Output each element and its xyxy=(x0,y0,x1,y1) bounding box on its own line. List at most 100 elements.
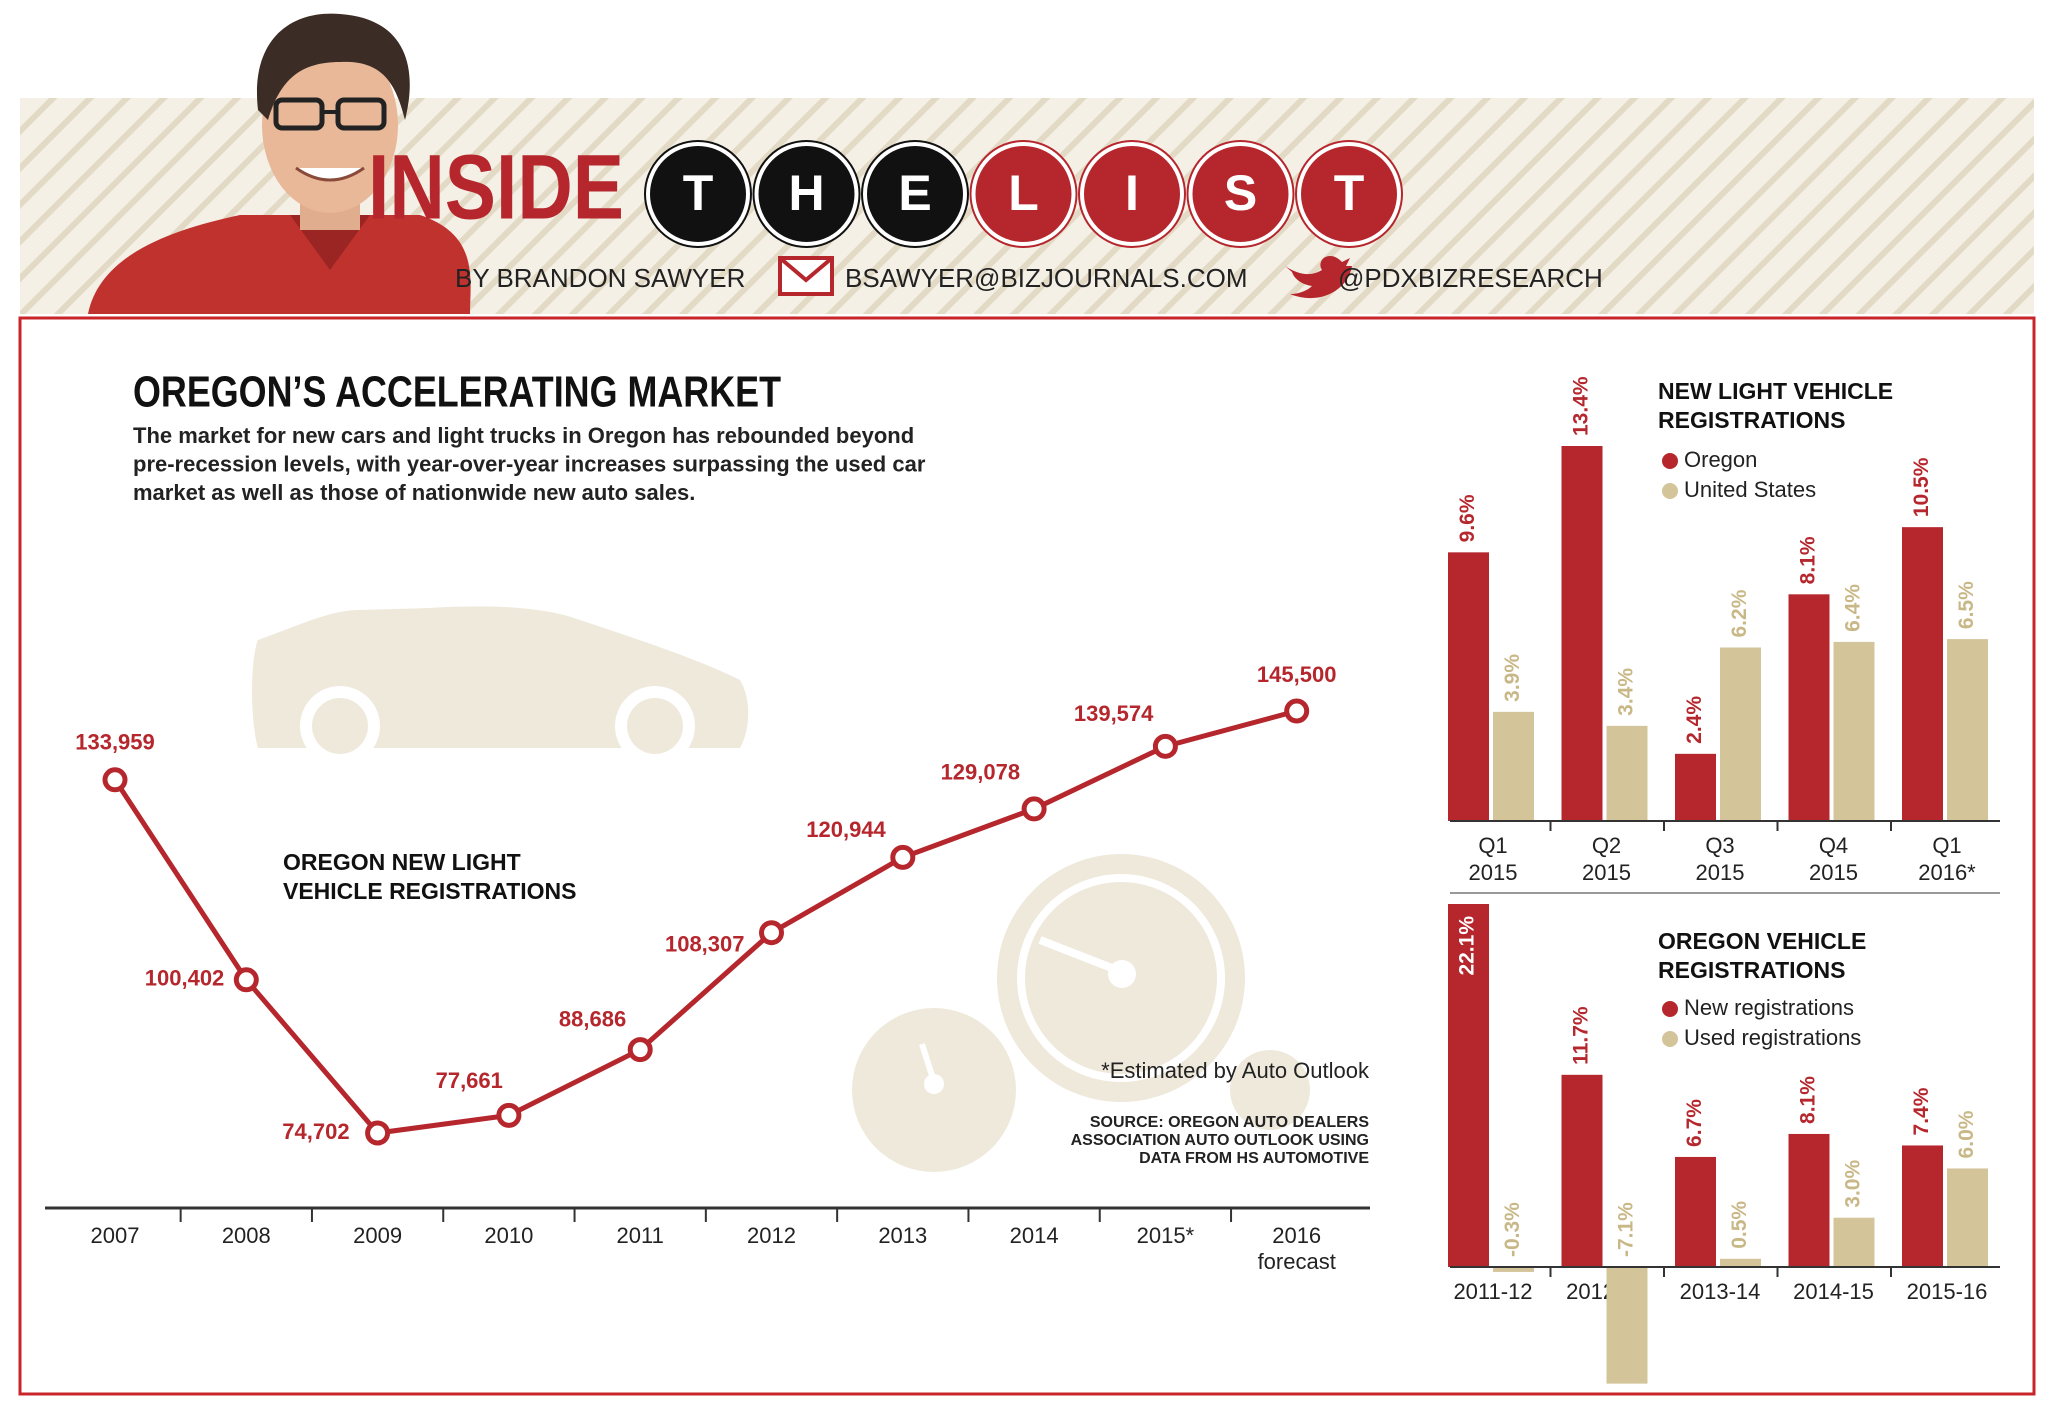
twitter: @PDXBIZRESEARCH xyxy=(1338,263,1603,293)
letter-circle xyxy=(863,142,967,246)
value-label: 6.7% xyxy=(1683,1099,1706,1147)
value-label: 133,959 xyxy=(75,730,155,755)
series-label: OREGON NEW LIGHT xyxy=(283,849,521,875)
point xyxy=(1152,733,1178,759)
bar xyxy=(1833,1217,1875,1267)
chart-title: OREGON’S ACCELERATING MARKET xyxy=(133,368,781,417)
bar xyxy=(1561,446,1603,821)
header-inside: INSIDE xyxy=(368,136,624,238)
bar xyxy=(1606,1267,1648,1384)
letter-ring xyxy=(644,140,752,248)
chart-title: REGISTRATIONS xyxy=(1658,957,1845,983)
source: SOURCE: OREGON AUTO DEALERS xyxy=(1090,1114,1369,1131)
bar xyxy=(1675,753,1716,821)
subtitle: pre-recession levels, with year-over-yea… xyxy=(133,451,926,476)
legend-swatch xyxy=(1662,483,1678,499)
point xyxy=(496,1102,522,1128)
letter-ring xyxy=(861,140,969,248)
email: BSAWYER@BIZJOURNALS.COM xyxy=(845,263,1247,293)
category-note: forecast xyxy=(1258,1249,1336,1274)
legend-label: Used registrations xyxy=(1684,1025,1861,1050)
letter-circle xyxy=(971,142,1076,246)
bar xyxy=(1493,711,1534,821)
value-label: 7.4% xyxy=(1910,1087,1933,1135)
value-label: 10.5% xyxy=(1910,457,1933,517)
bar xyxy=(1448,552,1489,821)
x-tick-label: 2011 xyxy=(617,1223,664,1248)
x-tick-label: 2008 xyxy=(222,1223,271,1248)
x-tick-label: 2015 xyxy=(1582,860,1631,885)
source: ASSOCIATION AUTO OUTLOOK USING xyxy=(1071,1132,1369,1149)
value-label: 0.5% xyxy=(1728,1201,1751,1249)
twitter-icon xyxy=(1285,256,1352,299)
x-tick-label: 2014-15 xyxy=(1793,1279,1874,1304)
bar xyxy=(1833,641,1875,821)
x-tick-label: Q2 xyxy=(1592,833,1621,858)
x-tick-label: Q1 xyxy=(1478,833,1507,858)
subtitle: market as well as those of nationwide ne… xyxy=(133,480,695,505)
x-tick-label: 2016 xyxy=(1272,1223,1321,1248)
point xyxy=(102,767,128,793)
value-label: 145,500 xyxy=(1257,662,1337,687)
x-tick-label: 2012 xyxy=(747,1223,796,1248)
x-tick-label: 2015 xyxy=(1469,860,1518,885)
legend-swatch xyxy=(1662,1031,1678,1047)
letter-ring xyxy=(752,140,861,248)
series-label: VEHICLE REGISTRATIONS xyxy=(283,878,577,904)
letter: S xyxy=(1224,165,1257,221)
x-tick-label: 2011-12 xyxy=(1453,1279,1532,1304)
letter-circle xyxy=(646,142,750,246)
point xyxy=(627,1037,653,1063)
x-tick-label: 2007 xyxy=(91,1223,140,1248)
portrait xyxy=(88,13,471,314)
x-tick-label: 2013 xyxy=(878,1223,927,1248)
value-label: 3.9% xyxy=(1501,654,1524,702)
x-tick-label: 2015 xyxy=(1809,860,1858,885)
letter-circle xyxy=(1080,142,1184,246)
legend-label: New registrations xyxy=(1684,995,1854,1020)
point xyxy=(759,920,784,946)
bar xyxy=(1448,904,1489,1267)
value-label: -7.1% xyxy=(1615,1202,1638,1257)
x-tick-label: 2010 xyxy=(484,1223,533,1248)
bar xyxy=(1947,639,1988,821)
note: *Estimated by Auto Outlook xyxy=(1101,1058,1370,1083)
value-label: -0.3% xyxy=(1501,1202,1524,1257)
point xyxy=(1021,796,1047,822)
x-tick-label: 2014 xyxy=(1010,1223,1059,1248)
value-label: 2.4% xyxy=(1683,696,1706,744)
x-tick-label: 2015 xyxy=(1696,860,1745,885)
letter-ring xyxy=(1186,140,1295,248)
point xyxy=(1284,698,1310,724)
x-tick-label: Q3 xyxy=(1705,833,1734,858)
letter-ring xyxy=(1295,140,1403,248)
value-label: 22.1% xyxy=(1456,916,1479,976)
value-label: 9.6% xyxy=(1456,494,1479,542)
byline: BY BRANDON SAWYER xyxy=(455,263,745,293)
email-icon xyxy=(778,256,834,296)
letter-ring xyxy=(1078,140,1186,248)
bar xyxy=(1902,1145,1943,1267)
value-label: 129,078 xyxy=(941,760,1021,785)
letter: E xyxy=(898,165,931,221)
chart-title: REGISTRATIONS xyxy=(1658,407,1845,433)
value-label: 108,307 xyxy=(665,932,745,957)
letter-ring xyxy=(969,140,1078,248)
letter: T xyxy=(1334,165,1365,221)
value-label: 11.7% xyxy=(1570,1006,1593,1065)
value-label: 8.1% xyxy=(1797,1076,1820,1124)
x-tick-label: 2015* xyxy=(1137,1223,1195,1248)
bar xyxy=(1493,1267,1534,1272)
point xyxy=(233,967,259,993)
letter-circle xyxy=(1297,142,1401,246)
x-tick-label: 2016* xyxy=(1918,860,1976,885)
bar xyxy=(1720,1258,1761,1267)
x-tick-label: 2013-14 xyxy=(1680,1279,1761,1304)
bar xyxy=(1606,725,1648,821)
letter: T xyxy=(683,165,714,221)
value-label: 6.5% xyxy=(1955,581,1978,629)
legend-label: Oregon xyxy=(1684,447,1757,472)
value-label: 3.4% xyxy=(1615,668,1638,716)
x-tick-label: 2015-16 xyxy=(1907,1279,1988,1304)
